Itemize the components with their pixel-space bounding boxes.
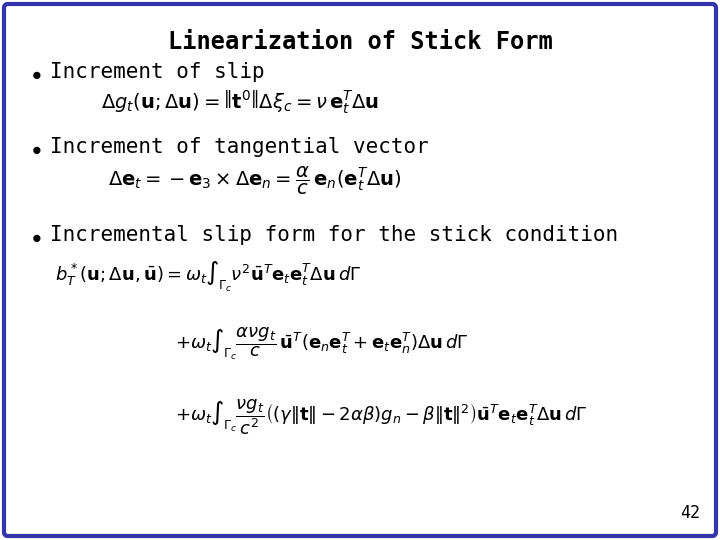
Text: $\Delta g_t(\mathbf{u};\Delta\mathbf{u}) = \left\|\mathbf{t}^0\right\| \Delta\xi: $\Delta g_t(\mathbf{u};\Delta\mathbf{u})… bbox=[101, 88, 379, 116]
Text: $b_T^*(\mathbf{u};\Delta\mathbf{u},\bar{\mathbf{u}}) = \omega_t \int_{\Gamma_c} : $b_T^*(\mathbf{u};\Delta\mathbf{u},\bar{… bbox=[55, 260, 361, 294]
Text: $\bullet$: $\bullet$ bbox=[28, 137, 42, 161]
Text: Increment of tangential vector: Increment of tangential vector bbox=[50, 137, 428, 157]
Text: 42: 42 bbox=[680, 504, 700, 522]
Text: $\Delta\mathbf{e}_t = -\mathbf{e}_3 \times \Delta\mathbf{e}_n = \dfrac{\alpha}{c: $\Delta\mathbf{e}_t = -\mathbf{e}_3 \tim… bbox=[109, 165, 402, 197]
Text: Incremental slip form for the stick condition: Incremental slip form for the stick cond… bbox=[50, 225, 618, 245]
Text: $\bullet$: $\bullet$ bbox=[28, 225, 42, 249]
FancyBboxPatch shape bbox=[4, 4, 716, 536]
Text: $+\omega_t \int_{\Gamma_c} \dfrac{\alpha\nu g_t}{c}\, \bar{\mathbf{u}}^T (\mathb: $+\omega_t \int_{\Gamma_c} \dfrac{\alpha… bbox=[175, 325, 469, 362]
Text: $+\omega_t \int_{\Gamma_c} \dfrac{\nu g_t}{c^2} \left((\gamma\|\mathbf{t}\| - 2\: $+\omega_t \int_{\Gamma_c} \dfrac{\nu g_… bbox=[175, 397, 588, 437]
Text: Increment of slip: Increment of slip bbox=[50, 62, 265, 82]
Text: $\bullet$: $\bullet$ bbox=[28, 62, 42, 86]
Text: Linearization of Stick Form: Linearization of Stick Form bbox=[168, 30, 552, 54]
